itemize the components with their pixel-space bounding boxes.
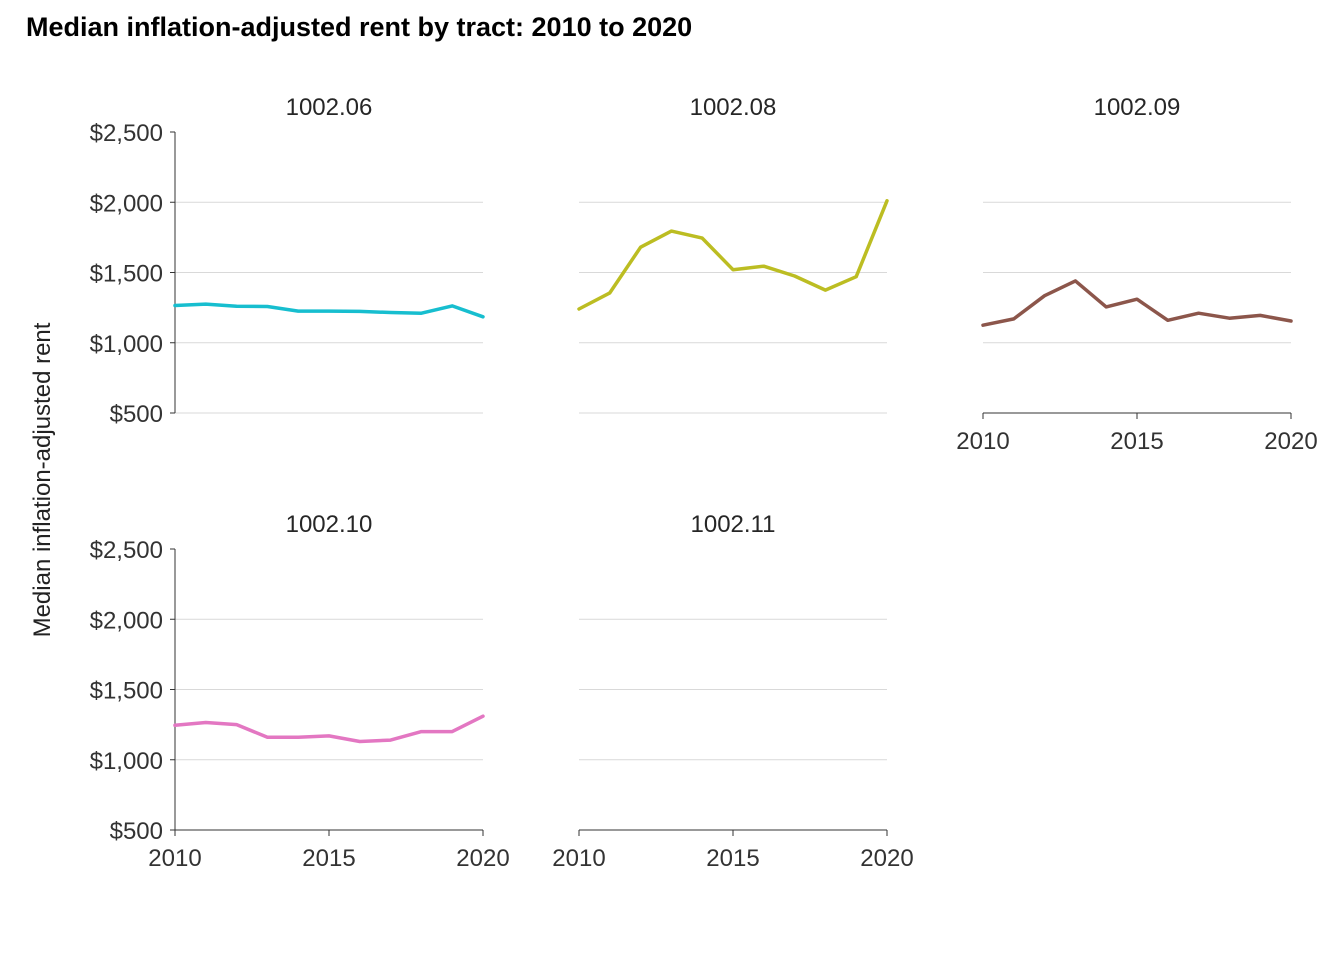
x-tick-label: 2010 [956, 428, 1009, 455]
facet-panel-1002-11: 1002.11 2010 2015 2020 [552, 511, 913, 872]
facet-label: 1002.06 [286, 94, 373, 121]
x-tick-label: 2020 [456, 845, 509, 872]
y-tick-label: $2,500 [90, 120, 163, 147]
facet-label: 1002.10 [286, 511, 373, 538]
y-tick-label: $2,000 [90, 190, 163, 217]
series-line-1002-10 [173, 714, 485, 744]
x-tick-label: 2015 [706, 845, 759, 872]
facet-label: 1002.08 [690, 94, 777, 121]
series-line-1002-06 [173, 302, 485, 319]
facet-panel-1002-09: 1002.09 2010 2015 2020 [956, 94, 1317, 455]
series-line-1002-09 [981, 279, 1293, 327]
x-tick-label: 2020 [860, 845, 913, 872]
x-tick-label: 2020 [1264, 428, 1317, 455]
y-axis-title: Median inflation-adjusted rent [29, 322, 56, 637]
facet-panel-1002-10: 1002.10 $500 $1,000 $1,500 $2,000 $2,500 2010 2… [90, 511, 510, 872]
y-tick-label: $1,000 [90, 331, 163, 358]
x-tick-label: 2015 [1110, 428, 1163, 455]
y-tick-label: $500 [110, 401, 163, 428]
facet-label: 1002.09 [1094, 94, 1181, 121]
series-line-1002-08 [577, 199, 889, 311]
x-tick-label: 2015 [302, 845, 355, 872]
facet-panel-1002-08: 1002.08 [577, 94, 889, 414]
y-tick-label: $500 [110, 818, 163, 845]
y-tick-label: $2,000 [90, 607, 163, 634]
x-tick-label: 2010 [148, 845, 201, 872]
facet-label: 1002.11 [691, 511, 776, 538]
x-tick-label: 2010 [552, 845, 605, 872]
y-tick-label: $1,000 [90, 748, 163, 775]
facet-panel-1002-06: 1002.06 $500 $1,000 $1,500 $2,000 $2,500 [90, 94, 485, 428]
y-tick-label: $2,500 [90, 537, 163, 564]
chart-title: Median inflation-adjusted rent by tract:… [26, 12, 693, 42]
y-tick-label: $1,500 [90, 678, 163, 705]
y-tick-label: $1,500 [90, 261, 163, 288]
